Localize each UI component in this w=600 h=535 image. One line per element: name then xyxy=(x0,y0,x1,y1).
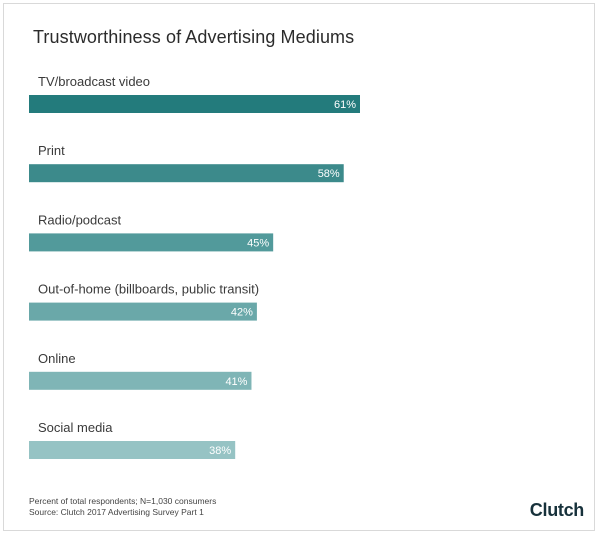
bar xyxy=(29,164,344,183)
value-label: 61% xyxy=(334,99,356,111)
footnote-respondents: Percent of total respondents; N=1,030 co… xyxy=(29,496,217,506)
category-label: Online xyxy=(38,351,76,366)
category-label: Radio/podcast xyxy=(38,212,121,227)
category-label: Social media xyxy=(38,420,113,435)
bar xyxy=(29,441,236,459)
bar xyxy=(29,233,274,252)
value-label: 41% xyxy=(225,376,247,388)
clutch-logo: Clutch xyxy=(529,500,585,520)
bar xyxy=(29,302,257,321)
value-label: 42% xyxy=(231,307,253,319)
footnote-source: Source: Clutch 2017 Advertising Survey P… xyxy=(29,507,204,517)
bars-group: TV/broadcast video 61% Print 58% Radio/podca… xyxy=(29,74,360,459)
category-label: Out-of-home (billboards, public transit) xyxy=(38,282,259,297)
category-label: Print xyxy=(38,143,65,158)
bar xyxy=(29,371,252,390)
value-label: 38% xyxy=(209,445,231,457)
category-label: TV/broadcast video xyxy=(38,74,150,89)
value-label: 45% xyxy=(247,237,269,249)
value-label: 58% xyxy=(318,168,340,180)
bar xyxy=(29,95,360,113)
chart-title: Trustworthiness of Advertising Mediums xyxy=(33,27,355,47)
